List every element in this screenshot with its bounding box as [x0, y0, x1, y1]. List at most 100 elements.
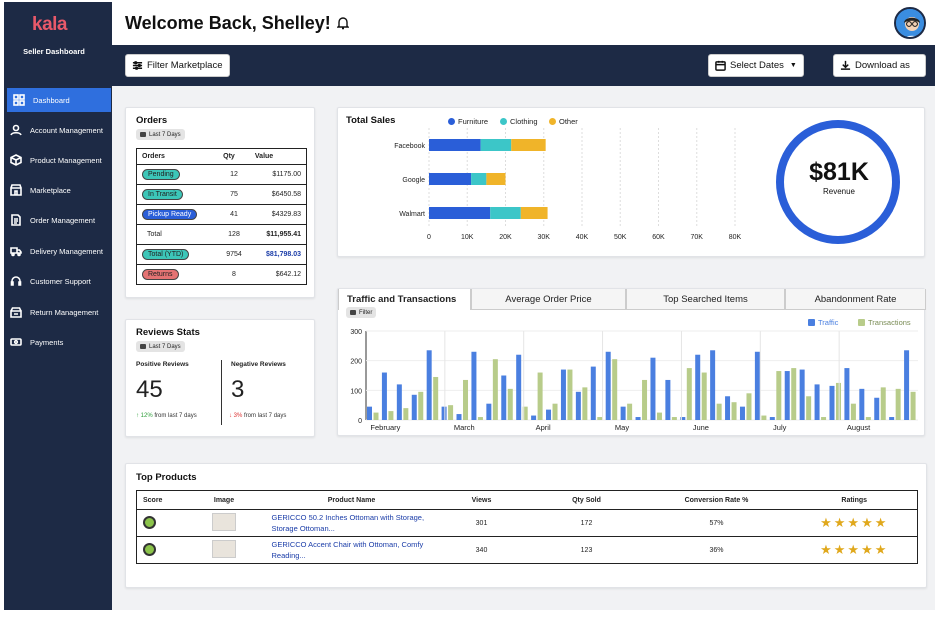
bar [889, 417, 895, 420]
user-avatar-icon [896, 9, 924, 37]
select-dates-label: Select Dates [730, 60, 784, 71]
bar [507, 388, 513, 420]
bar [456, 414, 462, 420]
product-thumbnail[interactable] [212, 513, 236, 531]
divider [221, 360, 222, 425]
bar [635, 417, 641, 420]
negative-reviews-label: Negative Reviews [231, 361, 286, 368]
tab-average-order-price[interactable]: Average Order Price [471, 289, 626, 310]
bar [850, 403, 856, 420]
qty-cell: 41 [218, 204, 250, 225]
y-category-label: Google [402, 177, 425, 184]
headset-icon [10, 276, 22, 286]
sidebar-item-product-management[interactable]: Product Management [4, 148, 112, 172]
positive-change: ↑ 12% from last 7 days [136, 413, 197, 419]
legend-label: Furniture [458, 117, 489, 126]
bar [814, 384, 820, 420]
tab-top-searched-items[interactable]: Top Searched Items [626, 289, 785, 310]
bar [388, 411, 394, 420]
table-row[interactable]: Pending 12 $1175.00 [136, 164, 307, 185]
column-header: Image [176, 490, 272, 510]
column-header: Views [431, 490, 532, 510]
table-row[interactable]: Returns 8 $642.12 [136, 264, 307, 285]
table-row[interactable]: Total 128 $11,955.41 [136, 224, 307, 245]
download-button[interactable]: Download as [833, 54, 926, 77]
bar [791, 368, 797, 420]
positive-change-suffix: from last 7 days [154, 413, 197, 419]
page-title: Welcome Back, Shelley! [125, 13, 331, 33]
store-icon [10, 184, 22, 196]
tab-traffic-transactions[interactable]: Traffic and Transactions [338, 289, 471, 310]
sidebar-item-payments[interactable]: Payments [4, 330, 112, 354]
bar-segment [429, 207, 491, 219]
product-name-link[interactable]: GERICCO Accent Chair with Ottoman, Comfy… [271, 536, 432, 564]
sliders-icon [132, 61, 143, 70]
table-row[interactable]: GERICCO 50.2 Inches Ottoman with Storage… [136, 509, 918, 537]
bar [590, 366, 596, 420]
orders-table: Orders Qty Value Pending 12 $1175.00 In … [136, 148, 307, 285]
truck-icon [10, 247, 22, 257]
sidebar-item-marketplace[interactable]: Marketplace [4, 178, 112, 202]
sidebar-item-customer-support[interactable]: Customer Support [4, 269, 112, 293]
status-badge: Returns [142, 269, 179, 280]
select-dates-dropdown[interactable]: Select Dates ▼ [708, 54, 804, 77]
bar-segment [520, 207, 548, 219]
sales-chart: 0 10K 20K 30K 40K 50K 60K 70K 80K Facebook Google W… [394, 128, 742, 241]
sidebar-item-label: Customer Support [30, 276, 91, 286]
x-tick-label: 20K [499, 234, 512, 241]
bar [627, 403, 633, 420]
bar [552, 403, 558, 420]
sidebar-item-delivery-management[interactable]: Delivery Management [4, 239, 112, 263]
sidebar-item-label: Account Management [30, 125, 103, 135]
sidebar-subtitle: Seller Dashboard [23, 47, 85, 56]
bar-segment [429, 139, 481, 151]
filter-chip[interactable]: Filter [346, 307, 377, 318]
table-row[interactable]: GERICCO Accent Chair with Ottoman, Comfy… [136, 536, 918, 564]
bar [612, 359, 618, 420]
sidebar-item-label: Order Management [30, 215, 96, 225]
filter-bar: Filter Marketplace Select Dates ▼ Downlo… [112, 45, 935, 86]
bar [895, 388, 901, 420]
bar-segment [511, 139, 546, 151]
tab-abandonment-rate[interactable]: Abandonment Rate [785, 289, 926, 310]
bar [656, 412, 662, 420]
table-row[interactable]: Total (YTD) 9754 $81,798.03 [136, 244, 307, 265]
avatar[interactable] [894, 7, 926, 39]
value-cell: $11,955.41 [249, 224, 307, 245]
legend-label: Transactions [868, 318, 911, 327]
bar [426, 350, 432, 420]
bar [477, 417, 483, 420]
legend-swatch [448, 118, 455, 125]
traffic-card: Traffic and Transactions Average Order P… [337, 288, 926, 436]
reviews-title: Reviews Stats [136, 327, 200, 338]
views-cell: 301 [431, 509, 532, 537]
table-row[interactable]: In Transit 75 $6450.58 [136, 184, 307, 205]
filter-marketplace-button[interactable]: Filter Marketplace [125, 54, 230, 77]
x-tick-label: 70K [691, 234, 704, 241]
qty-cell: 12 [218, 164, 250, 185]
product-name-link[interactable]: GERICCO 50.2 Inches Ottoman with Storage… [271, 509, 432, 537]
table-row[interactable]: Pickup Ready 41 $4329.83 [136, 204, 307, 225]
revenue-label: Revenue [822, 187, 856, 196]
orders-title: Orders [136, 115, 168, 126]
period-chip[interactable]: Last 7 Days [136, 341, 185, 352]
sidebar-item-dashboard[interactable]: Dashboard [7, 88, 111, 112]
bar [665, 379, 671, 420]
bar [433, 376, 439, 420]
legend-item: Other [549, 117, 578, 126]
total-sales-card: Total Sales Furniture Clothing Other 0 10… [337, 107, 925, 257]
product-thumbnail[interactable] [212, 540, 236, 558]
bell-icon[interactable] [337, 16, 349, 30]
revenue-value: $81K [809, 158, 869, 186]
sidebar-item-account-management[interactable]: Account Management [4, 118, 112, 142]
arrow-down-icon: ↓ [229, 413, 234, 419]
sidebar-item-return-management[interactable]: Return Management [4, 300, 112, 324]
x-tick-label: 60K [652, 234, 665, 241]
sidebar-item-order-management[interactable]: Order Management [4, 208, 112, 232]
bar [910, 391, 916, 420]
period-chip[interactable]: Last 7 Days [136, 129, 185, 140]
logo: kala [32, 14, 67, 35]
arrow-up-icon: ↑ [136, 413, 141, 419]
y-tick-label: 0 [358, 418, 362, 425]
status-badge: In Transit [142, 189, 183, 200]
